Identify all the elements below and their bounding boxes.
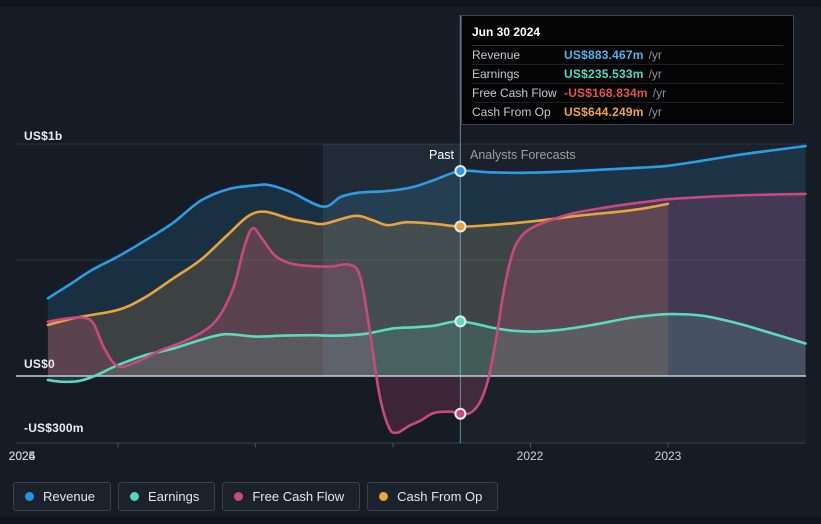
- tooltip-value-cash-from-op: US$644.249m: [564, 105, 644, 119]
- legend-item-earnings[interactable]: Earnings: [118, 482, 216, 511]
- cash-from-op-dot-icon: [379, 492, 389, 501]
- tooltip-value-revenue: US$883.467m: [564, 48, 644, 62]
- y-axis-label-0: US$0: [24, 357, 55, 371]
- y-axis-label-1b: US$1b: [24, 129, 63, 143]
- legend-item-cash-from-op[interactable]: Cash From Op: [367, 482, 499, 511]
- free-cash-flow-dot-icon: [234, 492, 244, 501]
- past-label: Past: [428, 148, 454, 162]
- tooltip-suffix-free-cash-flow: /yr: [652, 86, 667, 100]
- tooltip-label-earnings: Earnings: [472, 67, 520, 81]
- legend-item-revenue[interactable]: Revenue: [13, 482, 112, 511]
- chart-legend: Revenue Earnings Free Cash Flow Cash Fro…: [13, 482, 499, 511]
- x-axis-label-2024: 2024: [8, 449, 36, 463]
- tooltip-suffix-earnings: /yr: [648, 67, 662, 81]
- tooltip-label-cash-from-op: Cash From Op: [472, 105, 551, 119]
- tooltip-row-revenue: Revenue US$883.467m /yr: [472, 46, 783, 65]
- tooltip-row-earnings: Earnings US$235.533m /yr: [472, 65, 783, 84]
- tooltip-label-revenue: Revenue: [472, 48, 521, 62]
- tooltip-row-free-cash-flow: Free Cash Flow -US$168.834m /yr: [472, 84, 783, 103]
- y-axis-label-neg300m: -US$300m: [24, 421, 84, 435]
- chart-tooltip: Jun 30 2024 Revenue US$883.467m /yr Earn…: [461, 15, 794, 125]
- earnings-dot-icon: [130, 492, 140, 501]
- card-bottom-edge: [0, 517, 821, 524]
- tooltip-suffix-cash-from-op: /yr: [648, 105, 662, 119]
- legend-label-revenue: Revenue: [43, 489, 96, 504]
- legend-item-free-cash-flow[interactable]: Free Cash Flow: [222, 482, 361, 511]
- tooltip-suffix-revenue: /yr: [648, 48, 662, 62]
- tooltip-value-earnings: US$235.533m: [564, 67, 644, 81]
- legend-label-earnings: Earnings: [148, 489, 200, 504]
- legend-label-cash-from-op: Cash From Op: [397, 489, 483, 504]
- tooltip-label-free-cash-flow: Free Cash Flow: [472, 86, 557, 100]
- x-axis-label-2023: 2023: [654, 449, 682, 463]
- card-top-edge: [0, 0, 821, 7]
- x-axis-label-2022: 2022: [516, 449, 544, 463]
- tooltip-date: Jun 30 2024: [472, 22, 783, 46]
- x-axis-label-2026: 2026: [8, 449, 36, 463]
- analysts-forecasts-label: Analysts Forecasts: [470, 148, 576, 162]
- tooltip-value-free-cash-flow: -US$168.834m: [564, 86, 648, 100]
- tooltip-row-cash-from-op: Cash From Op US$644.249m /yr: [472, 103, 783, 121]
- legend-label-free-cash-flow: Free Cash Flow: [252, 489, 345, 504]
- revenue-dot-icon: [25, 492, 34, 501]
- x-axis-label-2025: 2025: [8, 449, 36, 463]
